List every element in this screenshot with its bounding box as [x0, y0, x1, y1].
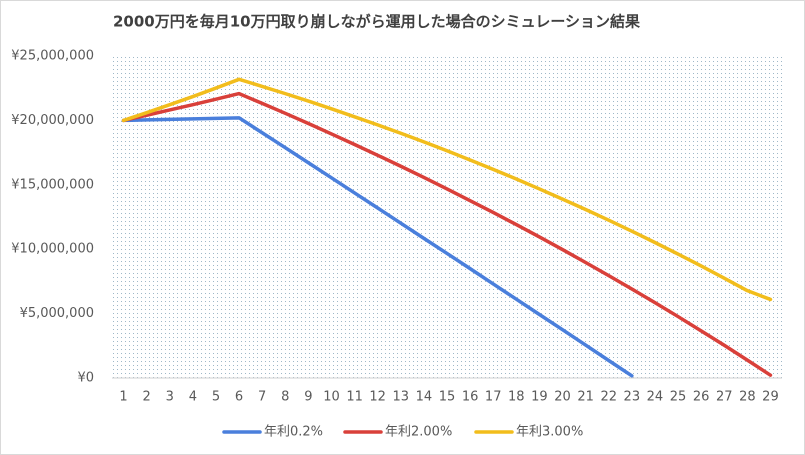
x-tick-label: 20 [554, 390, 571, 405]
x-tick-label: 23 [624, 390, 641, 405]
y-tick-label: ¥25,000,000 [11, 49, 94, 64]
chart-title: 2000万円を毎月10万円取り崩しながら運用した場合のシミュレーション結果 [113, 13, 641, 31]
legend-label: 年利0.2% [264, 425, 323, 440]
x-tick-label: 26 [693, 390, 710, 405]
y-tick-label: ¥10,000,000 [11, 242, 94, 257]
x-tick-label: 22 [600, 390, 617, 405]
x-tick-label: 6 [235, 390, 243, 405]
y-tick-label: ¥20,000,000 [11, 113, 94, 128]
x-tick-label: 4 [189, 390, 197, 405]
x-tick-label: 19 [531, 390, 548, 405]
x-tick-label: 28 [739, 390, 756, 405]
x-tick-label: 5 [212, 390, 220, 405]
x-tick-label: 15 [439, 390, 456, 405]
x-tick-label: 17 [485, 390, 502, 405]
x-tick-label: 14 [416, 390, 433, 405]
x-tick-label: 2 [143, 390, 151, 405]
y-tick-label: ¥5,000,000 [20, 306, 94, 321]
x-tick-label: 16 [462, 390, 479, 405]
legend-label: 年利2.00% [385, 425, 452, 440]
x-tick-label: 7 [258, 390, 266, 405]
x-tick-label: 18 [508, 390, 525, 405]
x-tick-label: 8 [281, 390, 289, 405]
x-tick-label: 13 [393, 390, 410, 405]
plot-area [112, 56, 782, 378]
x-tick-label: 1 [119, 390, 127, 405]
y-tick-label: ¥15,000,000 [11, 177, 94, 192]
x-tick-label: 12 [369, 390, 386, 405]
x-tick-label: 3 [166, 390, 174, 405]
x-tick-label: 9 [304, 390, 312, 405]
x-tick-label: 27 [716, 390, 733, 405]
x-tick-label: 25 [670, 390, 687, 405]
x-tick-label: 29 [762, 390, 779, 405]
x-tick-label: 24 [647, 390, 664, 405]
series-line [121, 77, 773, 302]
series-line [121, 116, 634, 378]
x-tick-label: 10 [323, 390, 340, 405]
legend-label: 年利3.00% [516, 425, 583, 440]
x-tick-label: 11 [346, 390, 363, 405]
series-line [121, 91, 773, 377]
y-tick-label: ¥0 [77, 371, 94, 386]
x-tick-label: 21 [577, 390, 594, 405]
